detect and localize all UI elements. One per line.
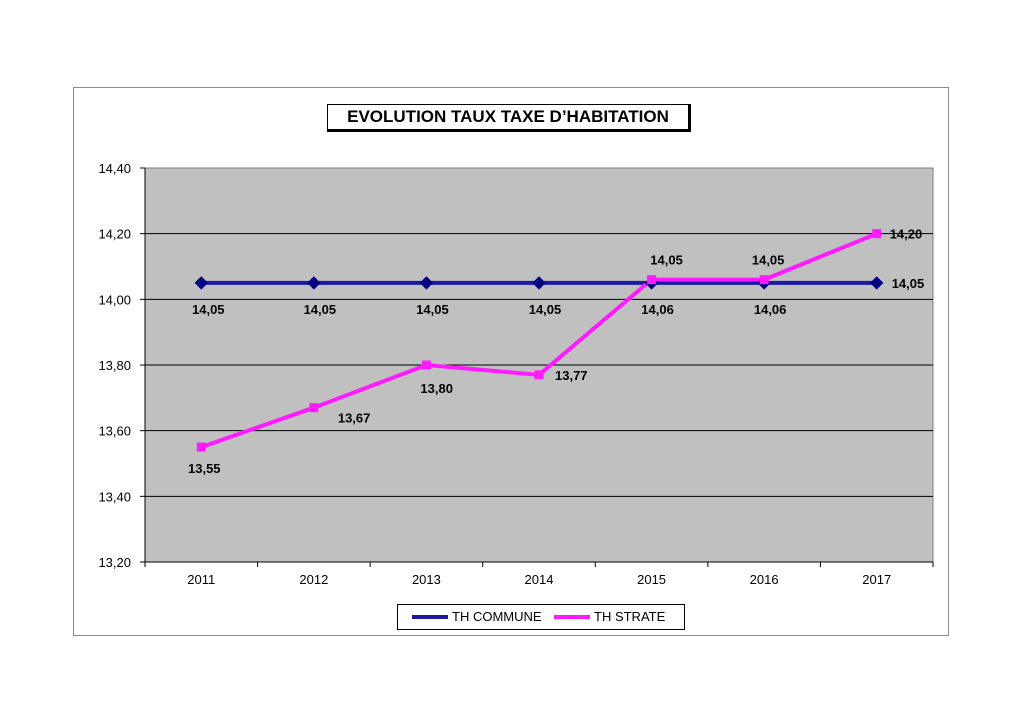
data-label-th-strate: 13,67 [338, 411, 371, 426]
y-tick-label: 13,80 [98, 358, 131, 373]
x-tick-label: 2013 [412, 572, 441, 587]
data-point-th-commune [419, 276, 434, 290]
data-label-th-strate: 14,05 [752, 253, 785, 268]
data-point-th-commune [870, 276, 884, 290]
data-point-th-strate [759, 275, 769, 285]
legend-swatch-th-strate [554, 615, 590, 619]
y-tick-label: 13,40 [98, 489, 131, 504]
x-tick-label: 2016 [750, 572, 779, 587]
chart-title: EVOLUTION TAUX TAXE D’HABITATION [327, 104, 691, 132]
x-tick-label: 2012 [299, 572, 328, 587]
data-label-th-commune: 14,06 [754, 302, 787, 317]
legend-label-th-commune: TH COMMUNE [452, 609, 542, 624]
data-label-th-commune: 14,05 [192, 302, 225, 317]
legend: TH COMMUNE TH STRATE [397, 604, 685, 630]
data-label-th-commune: 14,05 [416, 302, 449, 317]
data-point-th-strate [421, 360, 431, 370]
y-tick-label: 14,00 [98, 292, 131, 307]
data-label-th-strate: 14,20 [890, 227, 923, 242]
x-tick-label: 2014 [525, 572, 554, 587]
data-point-th-strate [196, 442, 206, 452]
x-tick-label: 2011 [187, 572, 215, 587]
data-label-th-strate: 13,80 [420, 381, 453, 396]
data-point-th-strate [647, 275, 657, 285]
data-label-th-commune: 14,06 [641, 302, 674, 317]
y-tick-label: 13,60 [98, 424, 131, 439]
data-label-th-commune: 14,05 [304, 302, 337, 317]
data-point-th-strate [534, 370, 544, 380]
data-label-th-strate: 13,77 [555, 368, 588, 383]
data-label-th-strate: 14,05 [650, 253, 683, 268]
data-point-th-commune [532, 276, 546, 290]
data-point-th-strate [309, 403, 319, 413]
data-label-th-commune: 14,05 [892, 276, 925, 291]
legend-label-th-strate: TH STRATE [594, 609, 666, 624]
data-point-th-commune [307, 276, 321, 290]
legend-swatch-th-commune [412, 615, 448, 619]
x-tick-label: 2017 [862, 572, 891, 587]
x-tick-label: 2015 [637, 572, 666, 587]
y-tick-label: 13,20 [98, 555, 131, 570]
data-point-th-strate [872, 229, 882, 239]
data-label-th-commune: 14,05 [529, 302, 562, 317]
data-label-th-strate: 13,55 [188, 461, 221, 476]
y-tick-label: 14,20 [98, 227, 131, 242]
y-tick-label: 14,40 [98, 161, 131, 176]
data-point-th-commune [194, 276, 208, 290]
